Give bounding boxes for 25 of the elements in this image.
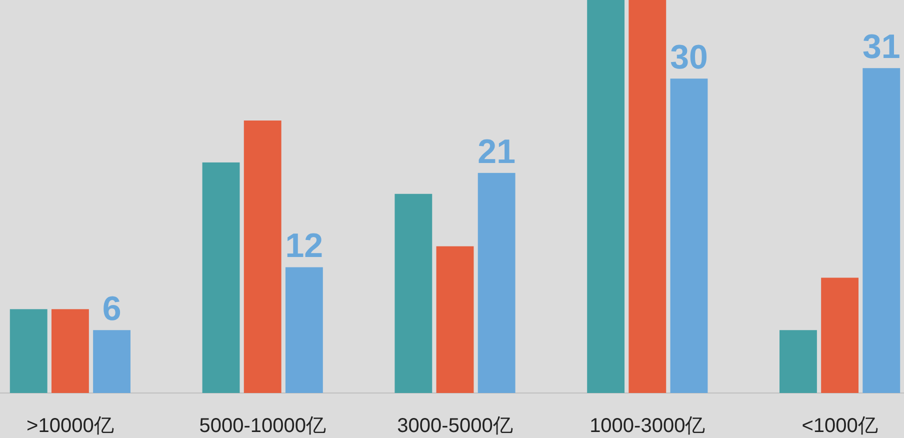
x-tick-label: 3000-5000亿	[397, 415, 513, 437]
bar	[51, 309, 89, 393]
data-label: 31	[862, 28, 900, 66]
bar	[202, 162, 240, 393]
bar	[587, 0, 625, 393]
bar	[244, 120, 282, 393]
data-label: 6	[102, 290, 122, 328]
data-label: 30	[670, 38, 708, 77]
data-label: 21	[478, 132, 516, 171]
bar	[862, 68, 900, 393]
x-tick-label: >10000亿	[26, 415, 114, 437]
bar	[93, 330, 130, 393]
x-tick-label: 1000-3000亿	[590, 415, 706, 437]
bar	[285, 267, 323, 393]
bar	[478, 172, 516, 393]
bar	[628, 0, 666, 393]
x-tick-label: 5000-10000亿	[199, 415, 326, 437]
data-label: 12	[285, 227, 324, 266]
bar	[821, 278, 859, 393]
bar	[394, 194, 432, 393]
bar	[780, 330, 817, 393]
x-tick-label: <1000亿	[802, 415, 878, 437]
bar	[670, 78, 708, 393]
bar	[436, 246, 474, 393]
bar	[10, 309, 48, 393]
